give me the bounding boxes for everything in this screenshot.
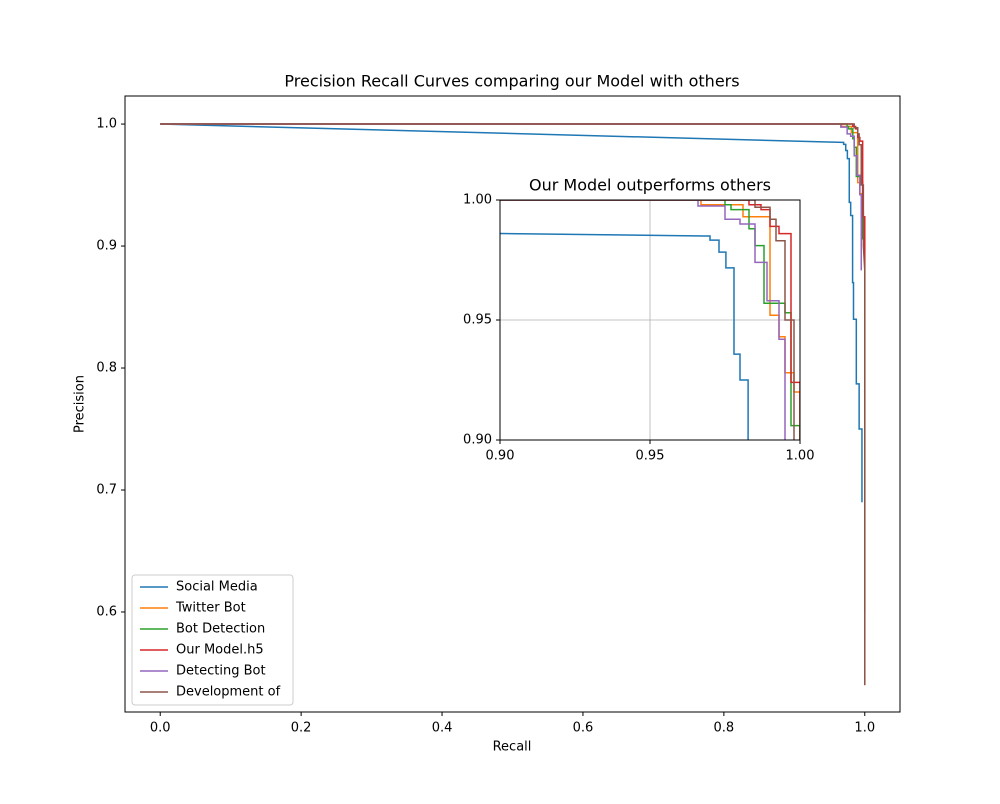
pr-curve <box>500 200 800 440</box>
pr-curve <box>160 123 866 686</box>
legend-label: Our Model.h5 <box>176 643 264 658</box>
y-axis-label: Precision <box>73 375 88 433</box>
x-tick-label: 0.90 <box>486 449 515 464</box>
legend-label: Bot Detection <box>176 622 265 637</box>
x-tick-label: 1.00 <box>786 449 815 464</box>
pr-curve <box>160 123 862 271</box>
inset-title: Our Model outperforms others <box>529 176 771 195</box>
y-tick-label: 0.7 <box>96 482 117 497</box>
x-tick-label: 0.0 <box>150 721 171 736</box>
legend-label: Social Media <box>176 580 258 595</box>
y-tick-label: 0.8 <box>96 361 117 376</box>
chart-title: Precision Recall Curves comparing our Mo… <box>284 72 739 91</box>
pr-curve <box>160 123 863 503</box>
y-tick-label: 0.95 <box>463 313 492 328</box>
pr-curve <box>500 200 795 440</box>
plot-lines <box>160 123 866 686</box>
x-tick-label: 0.4 <box>432 721 453 736</box>
y-tick-label: 0.6 <box>96 604 117 619</box>
y-tick-label: 0.90 <box>463 433 492 448</box>
x-tick-label: 0.8 <box>714 721 735 736</box>
pr-curve <box>500 200 786 440</box>
y-tick-label: 1.0 <box>96 117 117 132</box>
x-tick-label: 0.2 <box>291 721 312 736</box>
x-tick-label: 0.6 <box>573 721 594 736</box>
plot-frame <box>124 95 901 713</box>
plot-lines <box>500 200 800 440</box>
legend-label: Twitter Bot <box>175 601 246 616</box>
legend-box <box>131 574 294 706</box>
y-tick-label: 0.9 <box>96 239 117 254</box>
inset-frame <box>499 199 801 441</box>
x-tick-label: 1.0 <box>854 721 875 736</box>
legend-label: Development of <box>176 685 281 700</box>
x-axis-label: Recall <box>493 740 532 755</box>
legend-label: Detecting Bot <box>176 664 266 679</box>
x-tick-label: 0.95 <box>636 449 665 464</box>
pr-curve <box>500 232 749 440</box>
y-tick-label: 1.00 <box>463 193 492 208</box>
